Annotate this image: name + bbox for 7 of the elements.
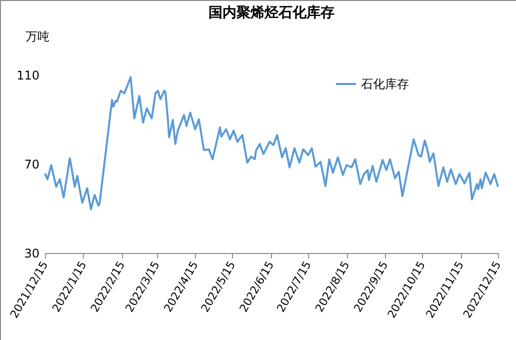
y-axis-title: 万吨 <box>26 30 50 44</box>
legend-label: 石化库存 <box>361 77 409 91</box>
chart-title: 国内聚烯烃石化库存 <box>208 4 334 21</box>
line-series <box>44 76 499 210</box>
y-tick-label: 30 <box>24 246 40 260</box>
y-tick-label: 110 <box>16 68 40 82</box>
y-tick-label: 70 <box>24 158 40 172</box>
